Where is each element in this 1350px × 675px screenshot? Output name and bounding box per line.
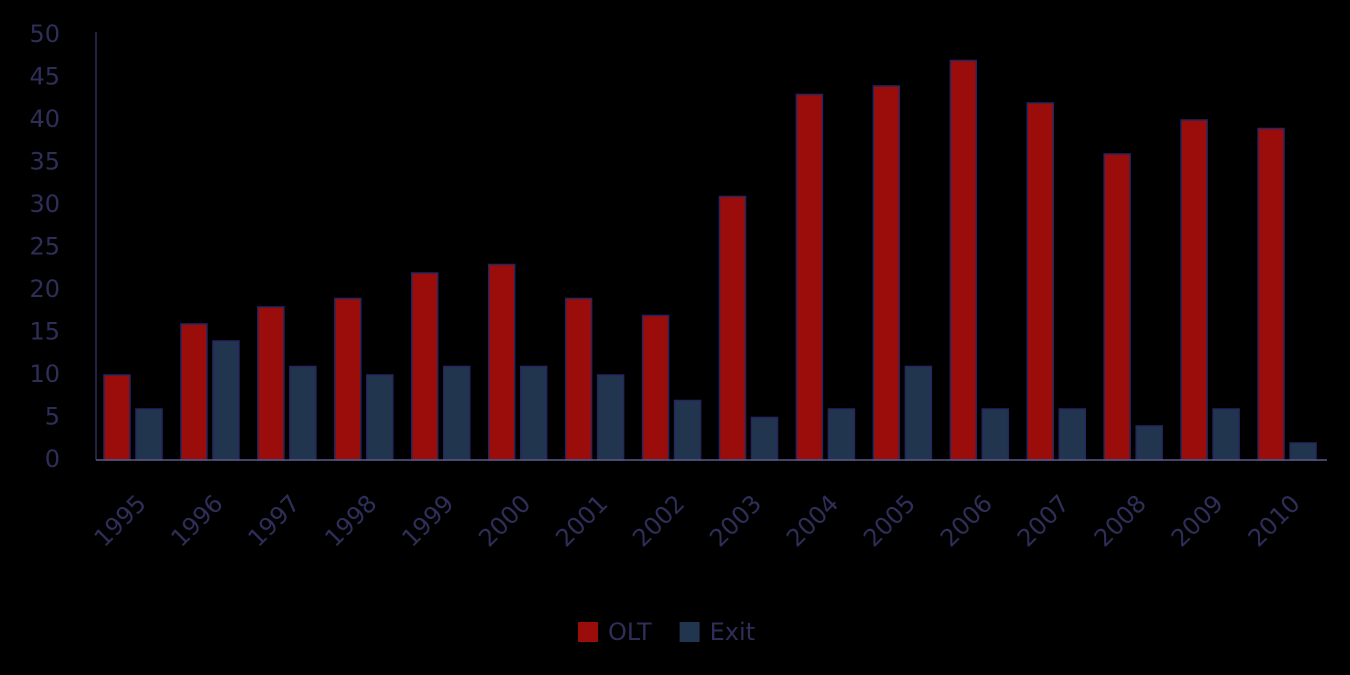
- y-tick-label: 50: [29, 20, 60, 48]
- bar: [1026, 102, 1054, 461]
- bar: [103, 374, 131, 461]
- legend-label: Exit: [710, 618, 755, 646]
- bar: [596, 374, 625, 461]
- x-tick-label: 2009: [1166, 489, 1229, 552]
- x-tick-label: 2003: [704, 489, 767, 552]
- bar: [872, 85, 901, 461]
- x-tick-label: 1995: [89, 489, 152, 552]
- bar: [1289, 442, 1317, 461]
- x-tick-label: 2007: [1012, 489, 1075, 552]
- y-tick-label: 10: [29, 360, 60, 388]
- x-tick-label: 1999: [396, 489, 459, 552]
- bar: [411, 272, 439, 461]
- y-tick-label: 15: [29, 318, 60, 346]
- y-tick-label: 20: [29, 275, 60, 303]
- bar: [487, 263, 516, 461]
- y-tick-label: 35: [29, 148, 60, 176]
- x-tick-label: 2005: [858, 489, 921, 552]
- y-tick-label: 25: [29, 233, 60, 261]
- bar: [904, 365, 933, 461]
- x-tick-label: 2008: [1089, 489, 1152, 552]
- y-tick-label: 0: [45, 445, 60, 473]
- bar: [1058, 408, 1086, 461]
- bar: [180, 323, 208, 461]
- x-tick-label: 2006: [935, 489, 998, 552]
- bar: [949, 59, 978, 461]
- legend-swatch: [578, 622, 598, 642]
- bar: [443, 365, 471, 461]
- bar: [1257, 127, 1285, 461]
- x-tick-label: 1997: [243, 489, 306, 552]
- bar: [289, 365, 317, 461]
- bar: [334, 297, 362, 461]
- bar: [1212, 408, 1240, 461]
- bar: [1103, 153, 1131, 461]
- bar: [673, 399, 702, 461]
- legend-label: OLT: [608, 618, 652, 646]
- y-tick-label: 5: [45, 403, 60, 431]
- x-tick-label: 2001: [550, 489, 613, 552]
- bar: [641, 314, 670, 461]
- bar: [1180, 119, 1208, 461]
- bar: [718, 195, 747, 461]
- x-tick-label: 2010: [1243, 489, 1306, 552]
- bar: [1135, 425, 1163, 461]
- bar: [519, 365, 548, 461]
- x-tick-label: 1998: [319, 489, 382, 552]
- bar: [135, 408, 163, 461]
- bar: [257, 306, 285, 461]
- bar: [366, 374, 394, 461]
- y-tick-label: 30: [29, 190, 60, 218]
- x-tick-label: 1996: [166, 489, 229, 552]
- bar: [750, 416, 779, 461]
- bar: [795, 93, 824, 461]
- x-tick-label: 2004: [781, 489, 844, 552]
- x-tick-label: 2002: [627, 489, 690, 552]
- bar: [212, 340, 240, 461]
- bar: [981, 408, 1010, 461]
- bar: [827, 408, 856, 461]
- legend-swatch: [679, 622, 700, 642]
- x-tick-label: 2000: [473, 489, 536, 552]
- y-tick-label: 40: [29, 105, 60, 133]
- y-tick-label: 45: [29, 63, 60, 91]
- bar: [564, 297, 593, 461]
